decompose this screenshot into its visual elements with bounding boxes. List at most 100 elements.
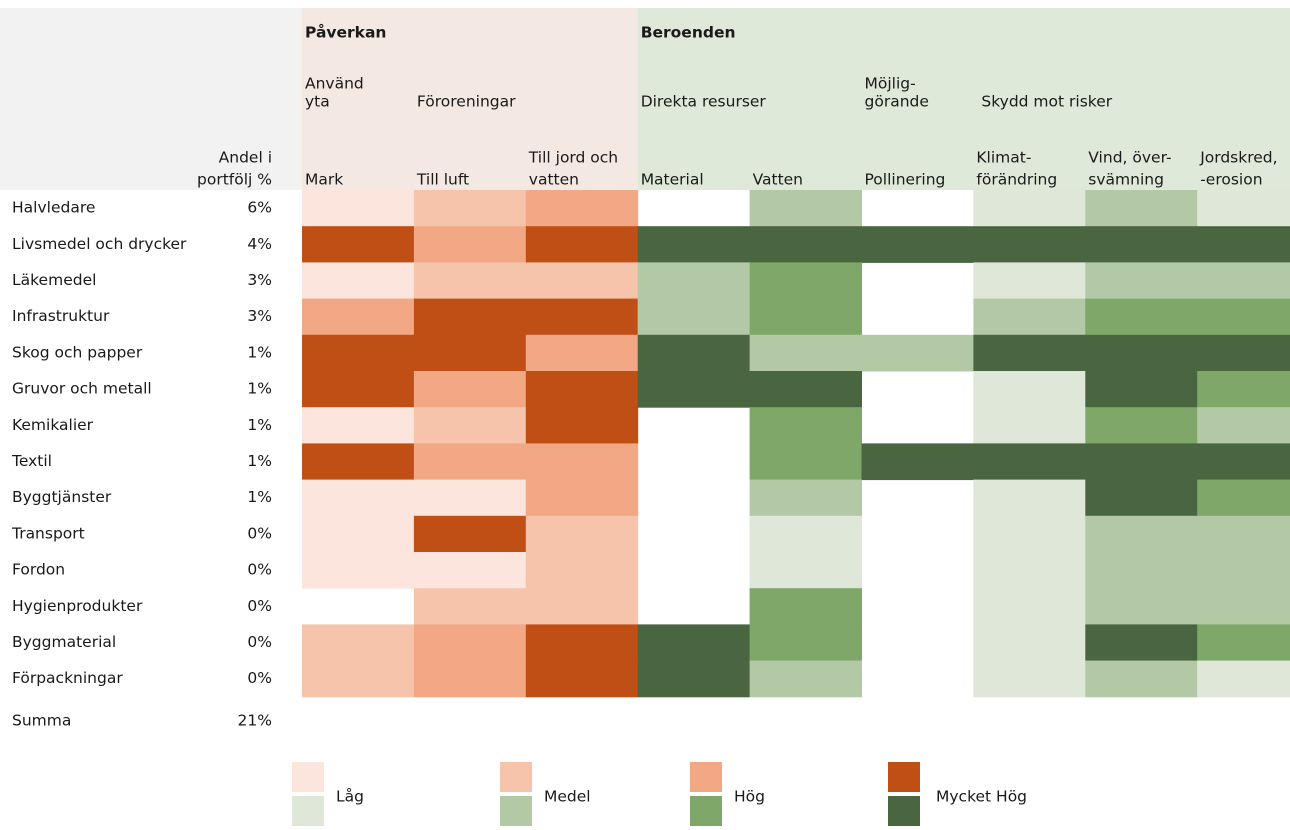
- subgroup-title: görande: [865, 93, 929, 111]
- heat-cell: [1085, 479, 1198, 517]
- heat-cell: [973, 407, 1086, 444]
- heat-cell: [973, 262, 1086, 300]
- share-value: 0%: [247, 561, 272, 579]
- heat-cell: [413, 334, 527, 372]
- heat-cell: [973, 334, 1086, 372]
- heat-cell: [1197, 479, 1290, 517]
- heat-cell: [1197, 334, 1290, 372]
- heat-cell: [749, 443, 862, 481]
- heat-cell: [413, 371, 527, 408]
- heat-cell: [749, 588, 862, 625]
- legend-swatch: [888, 762, 920, 792]
- share-value: 3%: [247, 307, 272, 325]
- column-title: Mark: [305, 171, 343, 189]
- column-title: -erosion: [1200, 171, 1262, 189]
- heat-cell: [749, 262, 862, 300]
- legend-label: Medel: [544, 788, 591, 806]
- heat-cell: [302, 479, 415, 517]
- legend-swatch: [888, 796, 920, 826]
- heat-cell: [302, 190, 415, 227]
- column-title: Till luft: [416, 171, 469, 189]
- heat-cell: [973, 552, 1086, 589]
- heat-cell: [973, 624, 1086, 662]
- heat-cell: [1085, 588, 1198, 625]
- heat-cell: [973, 588, 1086, 625]
- heat-cell: [1197, 515, 1290, 553]
- row-label: Infrastruktur: [12, 307, 110, 325]
- heat-cell: [1085, 552, 1198, 589]
- subgroup-title: yta: [305, 93, 330, 111]
- heat-cell: [637, 371, 751, 408]
- total-label: Summa: [12, 711, 71, 729]
- heat-cell: [1085, 660, 1198, 698]
- row-label: Hygienprodukter: [12, 597, 143, 615]
- share-value: 6%: [247, 199, 272, 217]
- heat-cell: [302, 262, 415, 300]
- heat-cell: [525, 515, 639, 553]
- heat-cell: [1197, 298, 1290, 336]
- column-title: Till jord och: [528, 149, 618, 167]
- heat-cell: [1085, 443, 1198, 481]
- heat-cell: [861, 334, 974, 372]
- legend-swatch: [292, 762, 324, 792]
- heat-cell: [749, 190, 862, 227]
- row-label: Skog och papper: [12, 343, 143, 361]
- heat-cell: [637, 660, 751, 698]
- share-value: 1%: [247, 380, 272, 398]
- legend-label: Mycket Hög: [936, 788, 1027, 806]
- column-title: förändring: [976, 171, 1057, 189]
- heat-cell: [1085, 298, 1198, 336]
- heat-cell: [302, 443, 415, 481]
- row-label: Förpackningar: [12, 669, 123, 687]
- row-label: Läkemedel: [12, 271, 96, 289]
- legend-swatch: [690, 762, 722, 792]
- heat-cell: [302, 660, 415, 698]
- heat-cell: [749, 407, 862, 444]
- heat-cell: [1197, 226, 1290, 263]
- share-value: 1%: [247, 416, 272, 434]
- group-background: [302, 8, 638, 190]
- group-background: [637, 8, 1290, 190]
- heat-cell: [637, 262, 751, 300]
- heat-cell: [302, 552, 415, 589]
- heat-cell: [413, 443, 527, 481]
- heat-cell: [302, 298, 415, 336]
- heat-cell: [749, 334, 862, 372]
- share-value: 1%: [247, 488, 272, 506]
- heat-cell: [749, 298, 862, 336]
- row-label: Textil: [11, 452, 52, 470]
- heat-cell: [749, 660, 862, 698]
- heat-cell: [861, 226, 974, 263]
- share-value: 0%: [247, 597, 272, 615]
- heat-cell: [973, 479, 1086, 517]
- heat-cell: [413, 624, 527, 662]
- legend-swatch: [690, 796, 722, 826]
- legend-label: Låg: [336, 788, 364, 806]
- heat-cell: [1197, 552, 1290, 589]
- heat-cell: [973, 190, 1086, 227]
- heat-cell: [749, 479, 862, 517]
- column-title: vatten: [529, 171, 579, 189]
- share-header: Andel i: [219, 149, 272, 167]
- share-value: 4%: [247, 235, 272, 253]
- heat-cell: [973, 298, 1086, 336]
- heat-cell: [525, 407, 639, 444]
- share-value: 1%: [247, 343, 272, 361]
- heat-cell: [1197, 588, 1290, 625]
- heat-cell: [525, 588, 639, 625]
- heat-cell: [413, 515, 527, 553]
- heat-cell: [413, 190, 527, 227]
- heat-cell: [1085, 624, 1198, 662]
- heat-cell: [1197, 407, 1290, 444]
- legend-label: Hög: [734, 788, 765, 806]
- heat-cell: [525, 334, 639, 372]
- heat-cell: [525, 298, 639, 336]
- heat-cell: [749, 371, 862, 408]
- heat-cell: [302, 371, 415, 408]
- share-value: 1%: [247, 452, 272, 470]
- row-label: Kemikalier: [12, 416, 94, 434]
- heat-cell: [1197, 190, 1290, 227]
- heat-cell: [1197, 262, 1290, 300]
- heat-cell: [1085, 407, 1198, 444]
- subgroup-title: Direkta resurser: [641, 93, 767, 111]
